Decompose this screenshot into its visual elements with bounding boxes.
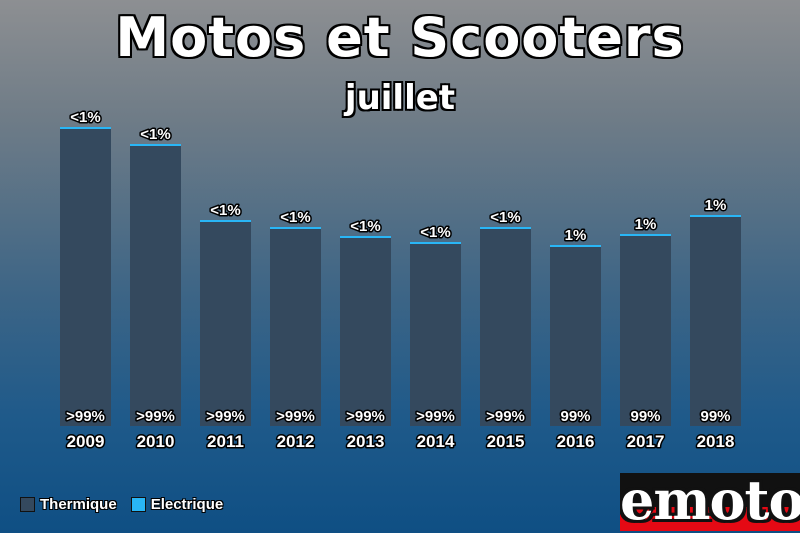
bar-electrique-2015 bbox=[480, 227, 531, 229]
data-label-electrique-2014: <1% bbox=[420, 224, 450, 241]
bar-thermique-2011 bbox=[200, 222, 251, 426]
bar-electrique-2009 bbox=[60, 127, 111, 129]
data-label-electrique-2016: 1% bbox=[565, 227, 587, 244]
legend-item-electrique: Electrique bbox=[130, 496, 224, 513]
data-label-thermique-2011: >99% bbox=[206, 408, 245, 425]
data-label-electrique-2012: <1% bbox=[280, 209, 310, 226]
data-label-thermique-2015: >99% bbox=[486, 408, 525, 425]
data-label-electrique-2009: <1% bbox=[70, 109, 100, 126]
data-label-thermique-2010: >99% bbox=[136, 408, 175, 425]
legend-item-thermique: Thermique bbox=[20, 496, 117, 513]
bar-thermique-2015 bbox=[480, 229, 531, 426]
bar-thermique-2016 bbox=[550, 247, 601, 426]
legend-label-electrique: Electrique bbox=[150, 496, 224, 513]
bar-electrique-2011 bbox=[200, 220, 251, 222]
legend: Thermique Electrique bbox=[20, 496, 237, 513]
x-tick-label-2017: 2017 bbox=[627, 432, 665, 451]
data-label-thermique-2018: 99% bbox=[700, 408, 730, 425]
bar-chart: <1% >99% 2009 <1% >99% 2010 <1% >99% 2011 <1% >99%… bbox=[60, 108, 741, 453]
legend-swatch-thermique bbox=[20, 497, 35, 512]
x-tick-label-2011: 2011 bbox=[207, 432, 244, 451]
data-label-electrique-2015: <1% bbox=[490, 209, 520, 226]
x-tick-label-2018: 2018 bbox=[697, 432, 735, 451]
x-tick-label-2009: 2009 bbox=[67, 432, 105, 451]
bar-thermique-2010 bbox=[130, 146, 181, 426]
bar-thermique-2013 bbox=[340, 238, 391, 426]
x-tick-label-2016: 2016 bbox=[557, 432, 595, 451]
x-tick-label-2012: 2012 bbox=[277, 432, 315, 451]
bar-electrique-2010 bbox=[130, 144, 181, 146]
bar-electrique-2016 bbox=[550, 245, 601, 247]
data-label-thermique-2012: >99% bbox=[276, 408, 315, 425]
bar-thermique-2012 bbox=[270, 229, 321, 426]
data-label-thermique-2014: >99% bbox=[416, 408, 455, 425]
bar-electrique-2014 bbox=[410, 242, 461, 244]
data-label-electrique-2017: 1% bbox=[635, 216, 657, 233]
chart-subtitle: juillet bbox=[344, 78, 456, 118]
legend-swatch-electrique bbox=[130, 497, 146, 512]
chart-title: Motos et Scooters bbox=[115, 6, 685, 69]
x-tick-label-2010: 2010 bbox=[137, 432, 175, 451]
x-tick-label-2013: 2013 bbox=[347, 432, 385, 451]
bar-thermique-2017 bbox=[620, 236, 671, 426]
bar-electrique-2017 bbox=[620, 234, 671, 236]
logo-text: emoto bbox=[620, 473, 800, 531]
data-label-electrique-2018: 1% bbox=[705, 197, 727, 214]
bar-thermique-2009 bbox=[60, 129, 111, 426]
data-label-electrique-2010: <1% bbox=[140, 126, 170, 143]
emoto-logo: emoto bbox=[620, 473, 800, 531]
data-label-thermique-2009: >99% bbox=[66, 408, 105, 425]
data-label-thermique-2017: 99% bbox=[630, 408, 660, 425]
x-tick-label-2015: 2015 bbox=[487, 432, 525, 451]
bar-thermique-2014 bbox=[410, 244, 461, 426]
data-label-electrique-2011: <1% bbox=[210, 202, 240, 219]
bar-electrique-2012 bbox=[270, 227, 321, 229]
x-tick-label-2014: 2014 bbox=[417, 432, 455, 451]
data-label-thermique-2016: 99% bbox=[560, 408, 590, 425]
bar-electrique-2018 bbox=[690, 215, 741, 217]
data-label-thermique-2013: >99% bbox=[346, 408, 385, 425]
bar-thermique-2018 bbox=[690, 217, 741, 426]
bar-electrique-2013 bbox=[340, 236, 391, 238]
data-label-electrique-2013: <1% bbox=[350, 218, 380, 235]
legend-label-thermique: Thermique bbox=[40, 496, 117, 513]
